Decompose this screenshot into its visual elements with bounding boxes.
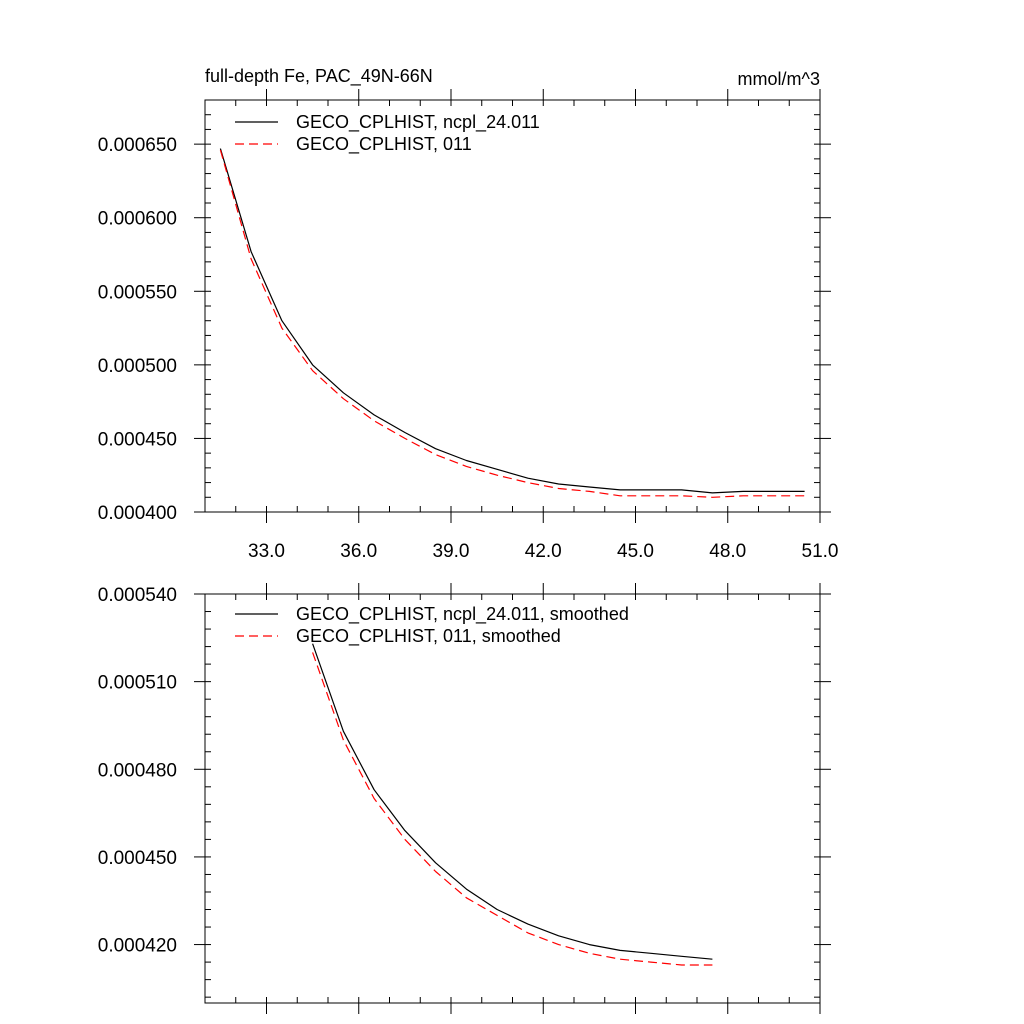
bottom-y-tick-label: 0.000540 (98, 585, 177, 606)
top-series-line-1 (219, 148, 805, 494)
top-x-tick-label: 42.0 (525, 541, 562, 562)
top-x-tick-label: 51.0 (802, 541, 839, 562)
top-x-tick-label: 36.0 (340, 541, 377, 562)
top-x-tick-label: 48.0 (709, 541, 746, 562)
top-panel-lines (219, 148, 805, 498)
top-legend-label-1: GECO_CPLHIST, ncpl_24.011 (296, 112, 540, 133)
top-panel-axes: 33.0 36.0 39.0 42.0 45.0 48.0 51.0 0.000400 0.00… (98, 89, 839, 562)
bottom-y-tick-label: 0.000450 (98, 848, 177, 869)
top-y-tick-label: 0.000550 (98, 282, 177, 303)
top-panel: full-depth Fe, PAC_49N-66N mmol/m^3 33.0… (98, 66, 839, 562)
bottom-y-tick-label: 0.000510 (98, 673, 177, 694)
bottom-y-tick-label: 0.000480 (98, 760, 177, 781)
bottom-y-tick-label: 0.000420 (98, 936, 177, 957)
bottom-series-line-1 (312, 643, 713, 960)
bottom-legend-label-2: GECO_CPLHIST, 011, smoothed (296, 626, 561, 647)
top-panel-title: full-depth Fe, PAC_49N-66N (205, 66, 433, 87)
top-legend-label-2: GECO_CPLHIST, 011 (296, 134, 472, 155)
top-x-tick-label: 33.0 (248, 541, 285, 562)
top-panel-units: mmol/m^3 (738, 69, 820, 89)
bottom-panel-legend: GECO_CPLHIST, ncpl_24.011, smoothedGECO_… (235, 604, 629, 647)
top-y-tick-label: 0.000500 (98, 356, 177, 377)
top-y-tick-label: 0.000450 (98, 429, 177, 450)
bottom-panel-axes: 0.000420 0.000450 0.000480 0.000510 0.000540 (98, 583, 831, 1014)
top-y-tick-label: 0.000600 (98, 209, 177, 230)
top-y-tick-label: 0.000400 (98, 503, 177, 524)
bottom-panel-lines (312, 643, 713, 966)
top-x-tick-label: 45.0 (617, 541, 654, 562)
top-y-tick-label: 0.000650 (98, 135, 177, 156)
bottom-panel: 0.000420 0.000450 0.000480 0.000510 0.000540… (98, 583, 831, 1014)
bottom-legend-label-1: GECO_CPLHIST, ncpl_24.011, smoothed (296, 604, 629, 625)
top-x-tick-label: 39.0 (433, 541, 470, 562)
